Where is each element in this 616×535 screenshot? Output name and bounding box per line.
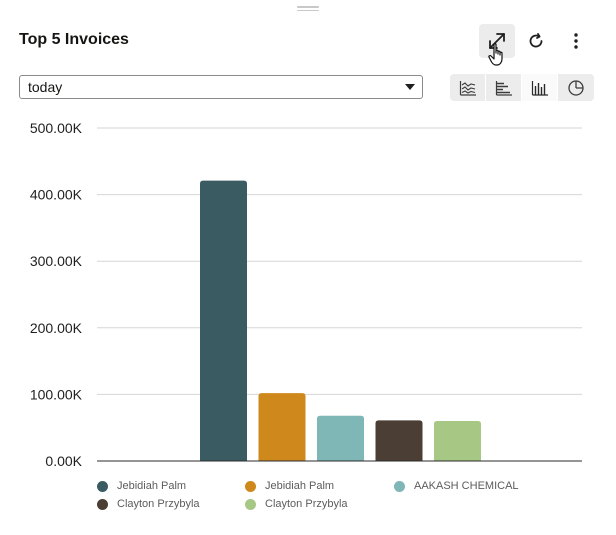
legend-item[interactable]: AAKASH CHEMICAL [394, 480, 519, 492]
horizontal-bar-chart-toggle[interactable] [486, 74, 522, 101]
y-tick-label: 200.00K [30, 320, 83, 336]
bar-3[interactable] [317, 415, 364, 461]
legend-label: Clayton Przybyla [117, 498, 200, 510]
bar-chart: 0.00K 100.00K 200.00K 300.00K 400.00K 500.00K [30, 120, 582, 469]
bar-2[interactable] [258, 393, 306, 461]
area-chart-icon [459, 80, 476, 96]
area-chart-toggle[interactable] [450, 74, 486, 101]
chart-type-toggle-group [450, 74, 594, 101]
bar-5[interactable] [434, 421, 481, 461]
legend-label: Clayton Przybyla [265, 498, 348, 510]
legend-swatch [97, 480, 108, 492]
period-select[interactable]: today [19, 75, 423, 99]
legend-label: Jebidiah Palm [265, 480, 335, 492]
more-vertical-icon [574, 33, 578, 49]
hand-cursor-icon [488, 43, 503, 66]
vertical-bar-chart-toggle[interactable] [522, 74, 558, 101]
horizontal-bar-chart-icon [495, 80, 512, 96]
legend-swatch [245, 498, 256, 510]
vertical-bar-chart-icon [531, 80, 548, 96]
drag-handle[interactable] [297, 6, 319, 12]
bar-1[interactable] [200, 180, 247, 461]
legend-swatch [394, 480, 405, 492]
legend-label: Jebidiah Palm [117, 480, 187, 492]
legend-item[interactable]: Jebidiah Palm [97, 480, 186, 492]
legend-label: AAKASH CHEMICAL [414, 480, 519, 492]
legend-swatch [245, 480, 256, 492]
y-tick-label: 300.00K [30, 253, 83, 269]
legend-swatch [97, 498, 108, 510]
pie-chart-toggle[interactable] [558, 74, 594, 101]
legend-item[interactable]: Clayton Przybyla [245, 498, 348, 510]
refresh-button[interactable] [518, 24, 554, 58]
period-select-value: today [28, 79, 63, 95]
bar-4[interactable] [375, 420, 423, 461]
refresh-icon [529, 33, 543, 48]
more-options-button[interactable] [558, 24, 594, 58]
y-tick-label: 400.00K [30, 187, 83, 203]
legend-item[interactable]: Clayton Przybyla [97, 498, 200, 510]
y-tick-label: 0.00K [45, 453, 82, 469]
legend-item[interactable]: Jebidiah Palm [245, 480, 334, 492]
widget-title: Top 5 Invoices [19, 31, 129, 48]
caret-down-icon [405, 84, 415, 90]
y-tick-label: 500.00K [30, 120, 83, 136]
y-tick-label: 100.00K [30, 386, 83, 402]
pie-chart-icon [568, 79, 584, 96]
